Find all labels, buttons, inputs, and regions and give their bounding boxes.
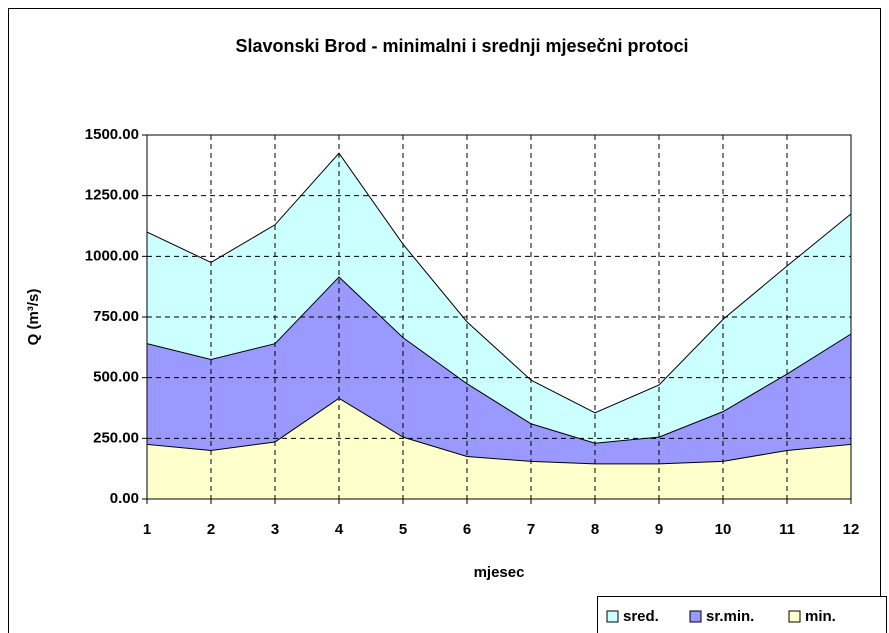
x-tick-label: 3 [271, 521, 279, 538]
x-axis-label: mjesec [474, 564, 525, 581]
x-tick-label: 1 [143, 521, 151, 538]
x-tick-label: 10 [715, 521, 732, 538]
legend-swatch [606, 610, 619, 623]
x-tick-label: 8 [591, 521, 599, 538]
x-tick-label: 11 [779, 521, 795, 538]
y-tick-label: 0.00 [110, 490, 139, 507]
y-axis-label: Q (m³/s) [25, 289, 42, 346]
x-tick-label: 4 [335, 521, 344, 538]
y-tick-label: 1500.00 [85, 126, 139, 143]
y-tick-label: 750.00 [93, 308, 139, 325]
x-tick-label: 5 [399, 521, 407, 538]
y-tick-label: 1000.00 [85, 247, 139, 264]
plot-border [146, 134, 852, 500]
y-tick-label: 500.00 [93, 369, 139, 386]
x-tick-label: 12 [843, 521, 860, 538]
x-tick-label: 7 [527, 521, 535, 538]
y-tick-label: 250.00 [93, 429, 139, 446]
x-tick-label: 6 [463, 521, 471, 538]
legend-swatch [788, 610, 801, 623]
legend-swatch [689, 610, 702, 623]
x-tick-label: 9 [655, 521, 663, 538]
legend-label: sr.min. [706, 608, 754, 625]
legend [597, 596, 887, 633]
legend-label: sred. [623, 608, 659, 625]
chart-title: Slavonski Brod - minimalni i srednji mje… [235, 36, 688, 56]
y-tick-label: 1250.00 [85, 187, 139, 204]
x-tick-label: 2 [207, 521, 215, 538]
legend-label: min. [805, 608, 836, 625]
